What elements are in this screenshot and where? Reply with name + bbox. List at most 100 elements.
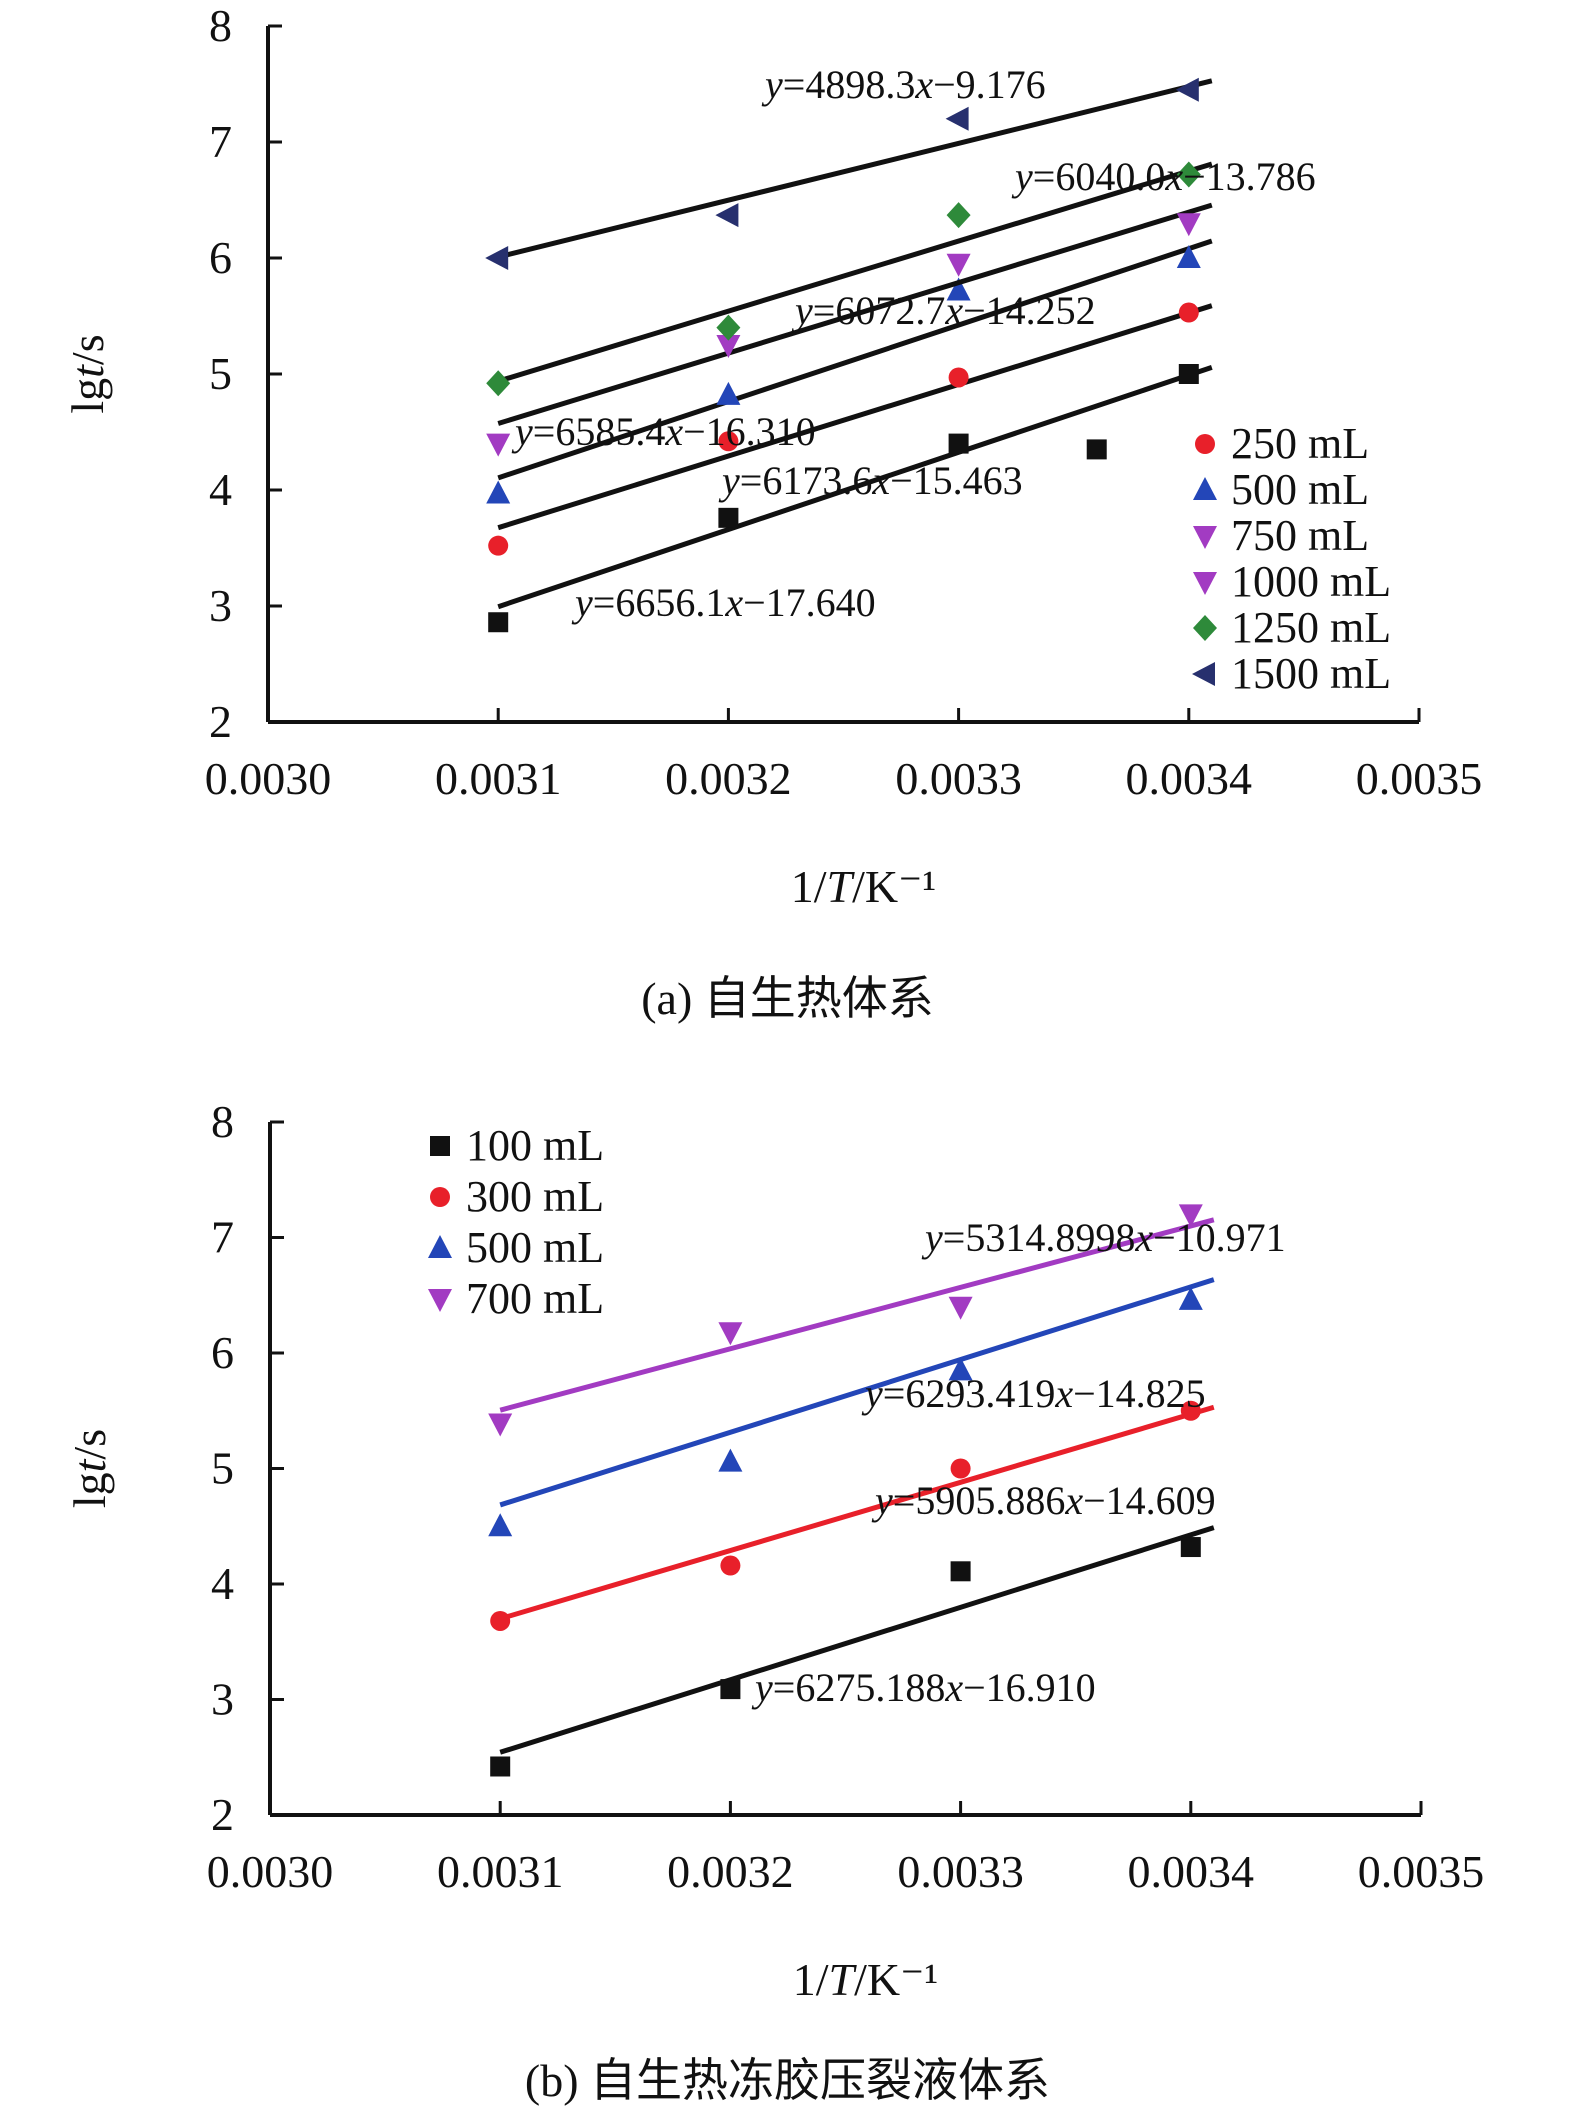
x-tick-label: 0.0030 xyxy=(207,1846,334,1897)
x-axis-label: 1/T/K⁻¹ xyxy=(791,861,936,912)
legend-label: 100 mL xyxy=(466,1121,604,1170)
data-point xyxy=(488,1413,513,1437)
y-tick-label: 8 xyxy=(209,0,232,51)
fit-equation: y=6072.7x−14.252 xyxy=(791,288,1096,333)
x-tick-label: 0.0033 xyxy=(895,753,1022,804)
data-point xyxy=(1176,213,1201,237)
fit-equation: y=5314.8998x−10.971 xyxy=(921,1215,1286,1260)
data-point xyxy=(488,612,509,633)
fit-line xyxy=(499,1217,1215,1413)
data-point xyxy=(950,1458,971,1479)
legend-marker xyxy=(1193,477,1217,500)
fit-equation: y=4898.3x−9.176 xyxy=(761,62,1046,107)
fit-line xyxy=(497,238,1213,481)
data-point xyxy=(718,1322,743,1346)
legend-marker xyxy=(1193,615,1217,641)
y-axis-label: lgt/s xyxy=(64,1429,115,1508)
data-point xyxy=(1176,245,1201,268)
legend-label: 1000 mL xyxy=(1231,557,1391,606)
fit-line xyxy=(497,78,1213,260)
y-tick-label: 3 xyxy=(209,580,232,631)
x-tick-label: 0.0033 xyxy=(897,1846,1024,1897)
data-point xyxy=(1178,1286,1203,1310)
data-point xyxy=(486,433,511,457)
legend-label: 300 mL xyxy=(466,1172,604,1221)
data-point xyxy=(948,1296,973,1320)
data-point xyxy=(486,480,511,504)
y-tick-label: 4 xyxy=(209,464,232,515)
data-point xyxy=(716,381,741,405)
x-tick-label: 0.0031 xyxy=(435,753,562,804)
x-axis-label: 1/T/K⁻¹ xyxy=(793,1954,938,2005)
data-point xyxy=(716,335,741,358)
data-point xyxy=(716,314,741,341)
caption-b: (b) 自生热冻胶压裂液体系 xyxy=(524,2055,1051,2106)
y-tick-label: 5 xyxy=(211,1443,234,1494)
y-tick-label: 5 xyxy=(209,348,232,399)
data-point xyxy=(948,433,969,454)
data-point xyxy=(490,1756,511,1777)
fit-line xyxy=(499,1525,1215,1755)
fit-line xyxy=(497,303,1213,531)
legend-label: 1250 mL xyxy=(1231,603,1391,652)
data-point xyxy=(946,202,971,229)
data-point xyxy=(720,1555,741,1576)
fit-equation: y=6040.0x−13.786 xyxy=(1011,154,1316,199)
legend-label: 250 mL xyxy=(1231,419,1369,468)
data-point xyxy=(1178,302,1199,323)
x-tick-label: 0.0030 xyxy=(205,753,332,804)
legend-marker xyxy=(1193,526,1217,549)
fit-equation: y=6656.1x−17.640 xyxy=(571,580,876,625)
y-tick-label: 8 xyxy=(211,1096,234,1147)
data-point xyxy=(1176,161,1201,188)
data-point xyxy=(485,246,509,270)
y-tick-label: 6 xyxy=(209,232,232,283)
legend-marker xyxy=(428,1289,452,1312)
data-point xyxy=(718,507,739,528)
data-point xyxy=(1178,1204,1203,1228)
x-tick-label: 0.0034 xyxy=(1128,1846,1255,1897)
data-point xyxy=(488,535,509,556)
y-tick-label: 3 xyxy=(211,1674,234,1725)
chart-b: 2 3 4 5 6 7 8 0.0030 0.0031 0.0032 0.0033 0.0034 0.0… xyxy=(64,1096,1484,2005)
data-point xyxy=(1180,1537,1201,1558)
fit-equation: y=6585.4x−16.310 xyxy=(511,409,816,454)
legend-marker xyxy=(430,1187,450,1207)
legend-marker xyxy=(1193,572,1217,595)
data-point xyxy=(1175,77,1199,102)
data-point xyxy=(1180,1400,1201,1421)
data-point xyxy=(715,203,739,228)
fit-line xyxy=(497,161,1213,384)
data-point xyxy=(490,1610,511,1631)
data-point xyxy=(488,1513,513,1537)
data-point xyxy=(946,253,971,277)
legend-label: 500 mL xyxy=(466,1223,604,1272)
data-point xyxy=(1178,364,1199,384)
legend-marker xyxy=(428,1235,452,1258)
data-point xyxy=(950,1561,971,1582)
fit-line xyxy=(497,202,1213,426)
y-axis-label: lgt/s xyxy=(62,334,113,413)
y-tick-label: 7 xyxy=(209,116,232,167)
fit-equation: y=6275.188x−16.910 xyxy=(751,1665,1096,1710)
x-tick-label: 0.0032 xyxy=(667,1846,794,1897)
data-point xyxy=(948,1357,973,1381)
data-point xyxy=(1086,439,1107,460)
fit-line xyxy=(497,364,1213,610)
x-tick-label: 0.0031 xyxy=(437,1846,564,1897)
y-tick-label: 2 xyxy=(209,696,232,747)
caption-a: (a) 自生热体系 xyxy=(641,973,934,1024)
legend-label: 750 mL xyxy=(1231,511,1369,560)
fit-equation: y=5905.886x−14.609 xyxy=(871,1478,1216,1523)
fit-equation: y=6293.419x−14.825 xyxy=(861,1371,1206,1416)
y-tick-label: 7 xyxy=(211,1212,234,1263)
data-point xyxy=(720,1679,741,1700)
legend-marker xyxy=(1195,434,1215,454)
y-tick-label: 6 xyxy=(211,1327,234,1378)
data-point xyxy=(945,106,969,131)
fit-line xyxy=(499,1404,1215,1622)
data-point xyxy=(948,367,969,388)
legend-marker xyxy=(430,1136,450,1156)
fit-line xyxy=(499,1277,1215,1508)
